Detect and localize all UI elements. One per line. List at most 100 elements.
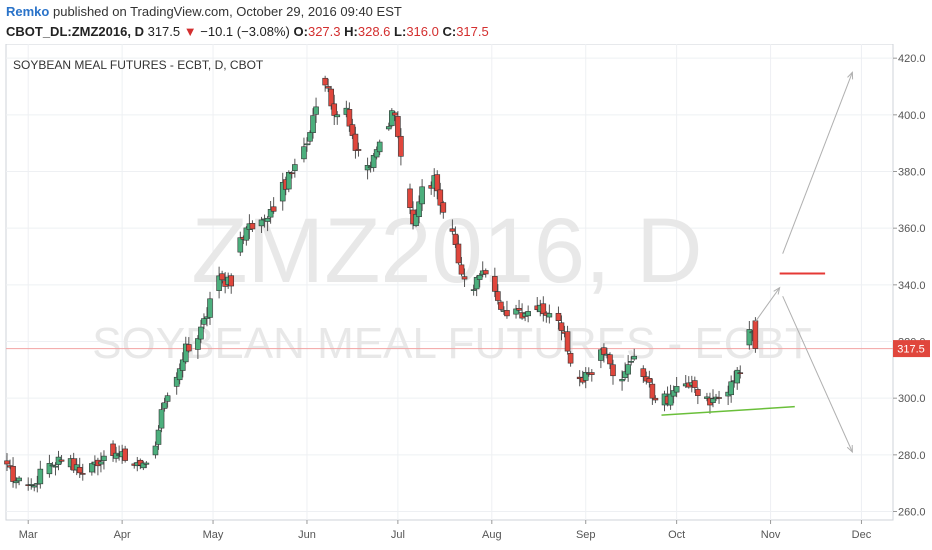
candle-up bbox=[513, 308, 519, 315]
candle-down bbox=[137, 459, 144, 466]
candle-up bbox=[46, 463, 53, 475]
candle-down bbox=[716, 397, 722, 399]
time-tick-label: May bbox=[203, 529, 224, 541]
candle-up bbox=[673, 386, 680, 393]
candle-up bbox=[279, 181, 286, 202]
time-tick-label: Nov bbox=[761, 529, 781, 541]
change-value: −10.1 (−3.08%) bbox=[200, 24, 290, 39]
candle-up bbox=[155, 429, 162, 445]
price-tick-label: 380.0 bbox=[898, 167, 926, 179]
candle-down bbox=[79, 473, 86, 475]
candle-up bbox=[207, 298, 213, 318]
candle-up bbox=[385, 126, 392, 130]
candle-up bbox=[728, 381, 734, 396]
watermark-symbol: ZMZ2016, D bbox=[191, 200, 702, 302]
projection-arrow-short-head bbox=[773, 286, 781, 295]
candle-up bbox=[413, 214, 419, 226]
low-value: 316.0 bbox=[406, 24, 439, 39]
candle-up bbox=[182, 343, 189, 363]
candle-up bbox=[98, 461, 104, 465]
projection-arrow-up bbox=[782, 72, 853, 254]
candle-up bbox=[292, 164, 298, 171]
publish-info: Remko published on TradingView.com, Octo… bbox=[6, 4, 402, 19]
close-label: C: bbox=[442, 24, 457, 39]
candle-up bbox=[334, 114, 341, 118]
drawings bbox=[661, 71, 854, 454]
time-tick-label: Aug bbox=[482, 529, 502, 541]
open-label: O: bbox=[293, 24, 308, 39]
candle-up bbox=[301, 146, 307, 160]
candle-down bbox=[440, 202, 447, 213]
candle-down bbox=[610, 364, 616, 377]
candle-up bbox=[546, 313, 553, 318]
candle-down bbox=[352, 133, 359, 151]
plot-area[interactable] bbox=[5, 44, 894, 521]
price-chart[interactable]: ZMZ2016, D SOYBEAN MEAL FUTURES - ECBT S… bbox=[0, 44, 932, 550]
candle-down bbox=[492, 276, 498, 292]
price-axis[interactable]: 260.0280.0300.0320.0340.0360.0380.0400.0… bbox=[893, 53, 926, 519]
published-text: published on TradingView.com, October 29… bbox=[52, 4, 402, 19]
candle-up bbox=[285, 171, 292, 190]
candle-up bbox=[13, 480, 19, 484]
candle-up bbox=[49, 464, 56, 467]
candle-up bbox=[525, 311, 531, 317]
candle-up bbox=[237, 237, 244, 253]
candle-down bbox=[10, 465, 16, 482]
symbol-ohlc-bar: CBOT_DL:ZMZ2016, D 317.5 ▼ −10.1 (−3.08%… bbox=[6, 24, 489, 39]
time-axis[interactable]: Mar Apr May Jun Jul Aug Sep Oct Nov Dec bbox=[19, 520, 872, 541]
price-tick-label: 280.0 bbox=[898, 450, 926, 462]
candle-up bbox=[376, 141, 383, 153]
candle-down bbox=[564, 331, 571, 352]
author-name[interactable]: Remko bbox=[6, 4, 50, 19]
candle-up bbox=[416, 201, 422, 218]
candle-up bbox=[628, 360, 634, 363]
candle-up bbox=[670, 390, 677, 397]
candle-down bbox=[555, 312, 562, 321]
candle-up bbox=[258, 219, 265, 227]
chart-title: SOYBEAN MEAL FUTURES - ECBT, D, CBOT bbox=[13, 58, 264, 72]
candle-up bbox=[389, 110, 395, 127]
price-tick-label: 400.0 bbox=[898, 110, 926, 122]
candle-down bbox=[461, 276, 468, 280]
candle-up bbox=[313, 106, 319, 115]
candle-down bbox=[289, 172, 295, 175]
candle-down bbox=[434, 174, 441, 192]
candle-up bbox=[198, 326, 204, 340]
candle-up bbox=[310, 115, 316, 134]
candle-up bbox=[173, 376, 180, 387]
close-value: 317.5 bbox=[456, 24, 489, 39]
candle-up bbox=[264, 217, 271, 222]
time-tick-label: Apr bbox=[114, 529, 131, 541]
candle-up bbox=[667, 393, 674, 406]
candle-up bbox=[470, 289, 477, 291]
candle-up bbox=[140, 462, 147, 469]
candle-down bbox=[270, 206, 277, 212]
candle-down bbox=[122, 448, 128, 461]
candle-down bbox=[504, 310, 510, 317]
price-tick-label: 360.0 bbox=[898, 223, 926, 235]
time-tick-label: Mar bbox=[19, 529, 38, 541]
candle-up bbox=[216, 275, 222, 291]
candle-up bbox=[176, 368, 183, 381]
candlestick-series bbox=[4, 75, 759, 493]
candle-down bbox=[392, 112, 398, 116]
candle-down bbox=[58, 459, 65, 462]
candle-down bbox=[567, 353, 574, 364]
candle-up bbox=[622, 371, 628, 379]
candle-down bbox=[558, 322, 565, 331]
candle-down bbox=[349, 124, 356, 136]
candle-up bbox=[734, 369, 741, 384]
candle-up bbox=[710, 398, 716, 403]
candle-up bbox=[419, 186, 425, 205]
symbol-name[interactable]: CBOT_DL:ZMZ2016, D bbox=[6, 24, 144, 39]
candle-up bbox=[631, 355, 638, 360]
candle-up bbox=[164, 395, 171, 402]
support-trendline bbox=[661, 405, 795, 416]
candle-down bbox=[649, 383, 656, 399]
candle-up bbox=[304, 143, 310, 146]
candle-down bbox=[395, 116, 401, 137]
candle-up bbox=[598, 349, 604, 361]
candle-down bbox=[76, 467, 83, 474]
candle-up bbox=[582, 372, 589, 381]
candle-down bbox=[516, 308, 522, 311]
